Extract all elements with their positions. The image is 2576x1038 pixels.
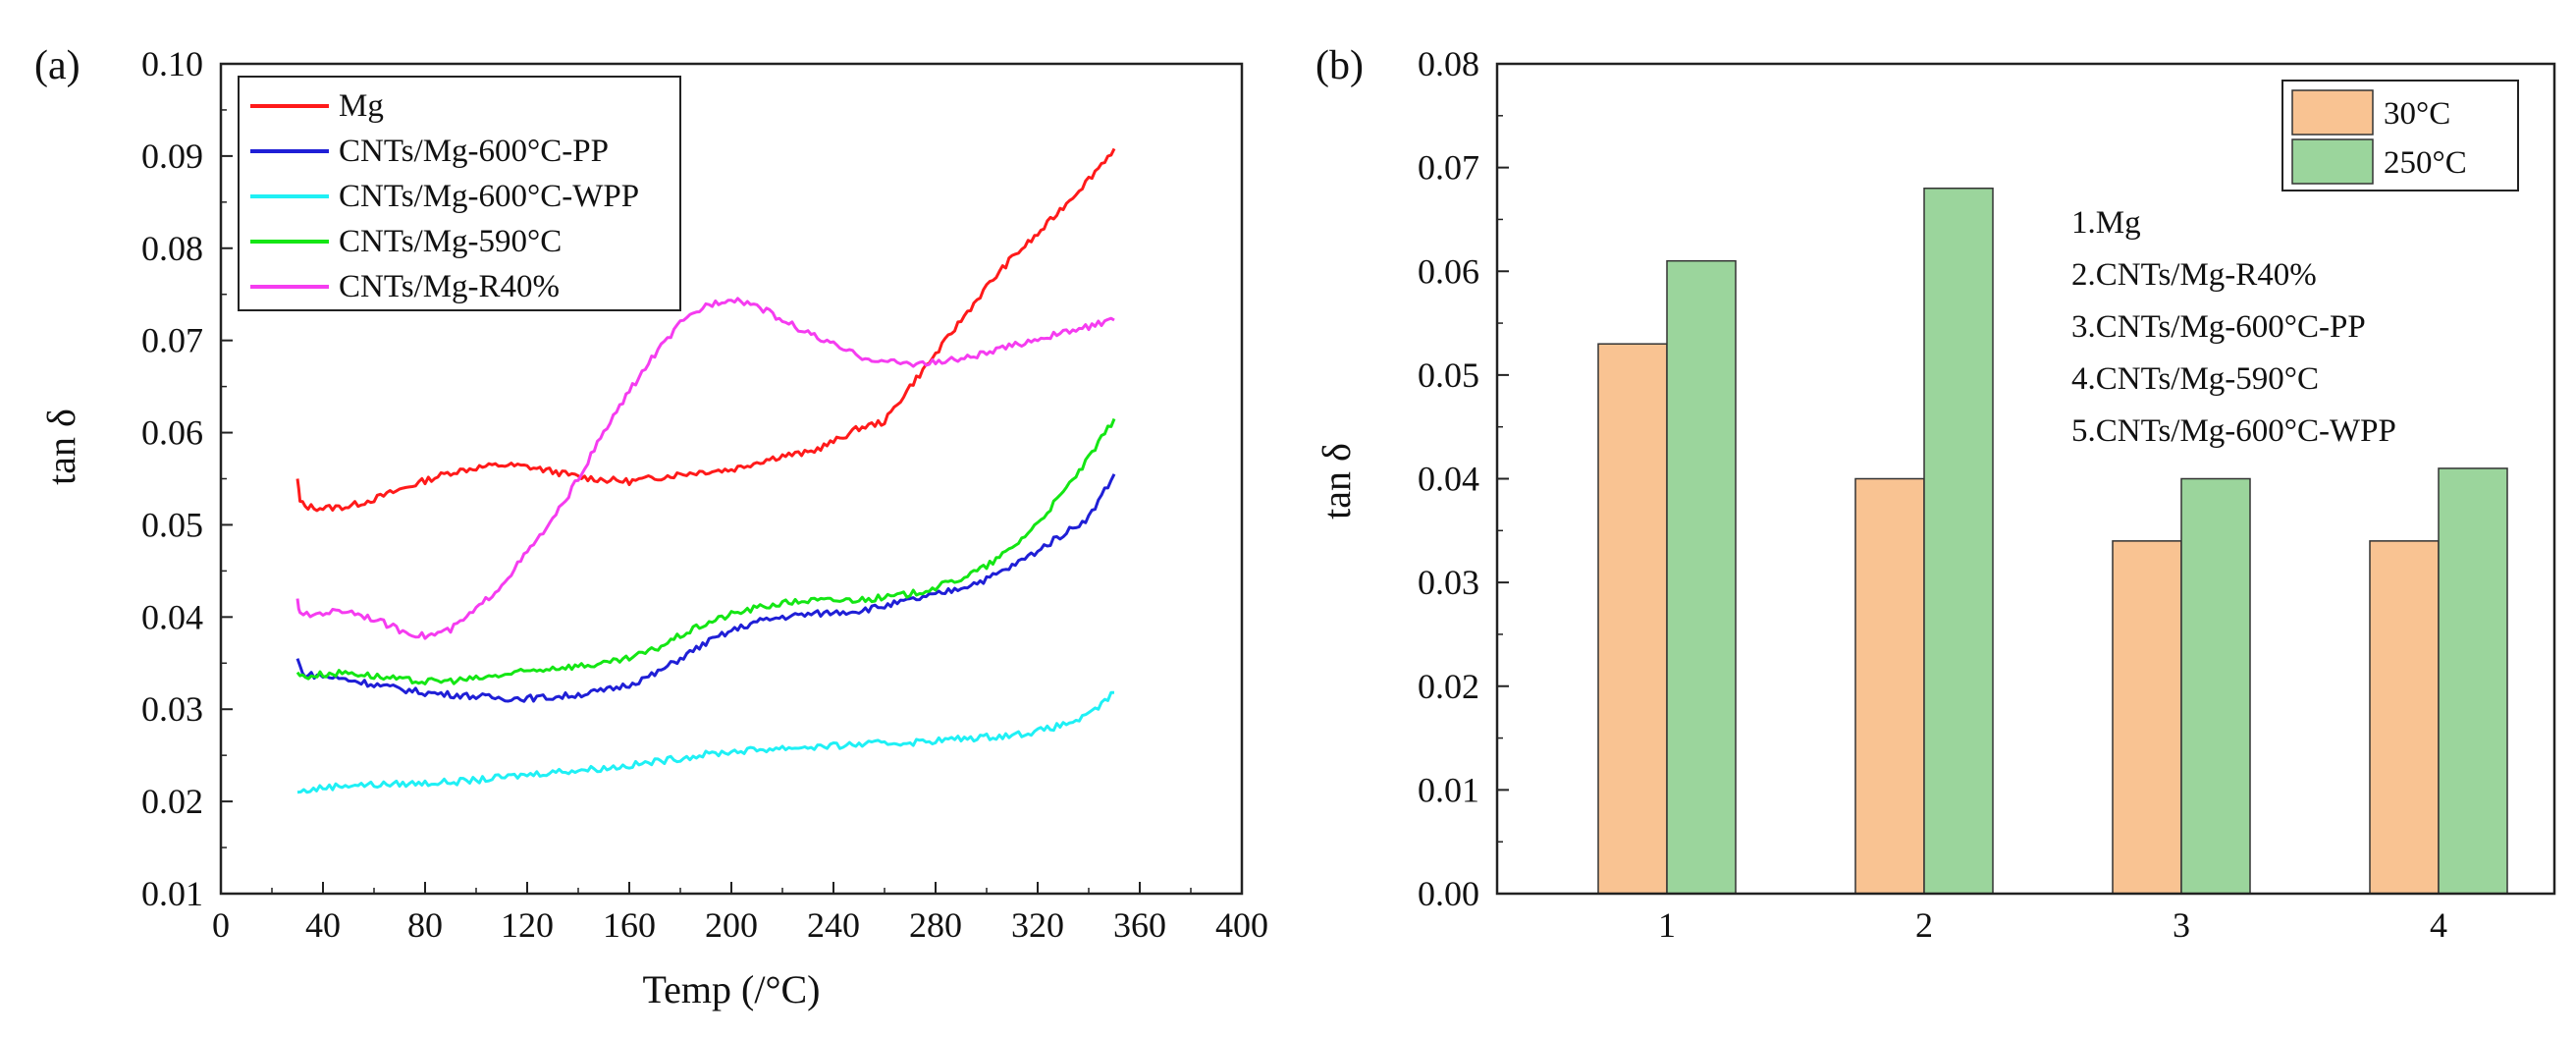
y-tick-label: 0.04 [1418, 460, 1479, 499]
legend-label-pp: CNTs/Mg-600°C-PP [339, 134, 609, 169]
legend-label-r40: CNTs/Mg-R40% [339, 269, 560, 304]
panel-a-xlabel: Temp (/°C) [643, 967, 821, 1011]
x-tick-label: 240 [807, 905, 860, 945]
panel-b-y-tick-labels: 0.00 0.01 0.02 0.03 0.04 0.05 0.06 0.07 0.08 [1418, 44, 1479, 913]
panel-a-ylabel: tan δ [39, 409, 83, 485]
y-tick-label: 0.08 [1418, 44, 1479, 83]
panel-a: (a) tan δ Temp (/°C) 0 40 80 120 160 200 240 28… [34, 43, 1268, 1011]
series-line [295, 297, 1115, 640]
y-tick-label: 0.07 [1418, 148, 1479, 188]
y-tick-label: 0.05 [1418, 355, 1479, 395]
legend-label-mg: Mg [339, 88, 384, 124]
bar-250c [2438, 467, 2508, 895]
panel-a-x-tick-labels: 0 40 80 120 160 200 240 280 320 360 400 [212, 905, 1268, 945]
x-tick-label: 40 [305, 905, 341, 945]
panel-b-bars [1597, 188, 2508, 895]
bar-30c [2112, 540, 2182, 895]
x-tick-label: 3 [2173, 905, 2190, 945]
annotation-1: 1.Mg [2071, 205, 2141, 241]
y-tick-label: 0.02 [1418, 667, 1479, 706]
x-tick-label: 4 [2430, 905, 2447, 945]
panel-a-label: (a) [34, 43, 80, 88]
panel-b: (b) tan δ 0.000.010.020.030.040.050.060.… [1315, 43, 2556, 945]
bar-250c [2180, 477, 2251, 895]
series-line [295, 417, 1116, 685]
y-tick-label: 0.01 [1418, 770, 1479, 809]
y-tick-label: 0.03 [141, 689, 203, 729]
legend-swatch-250c [2291, 138, 2374, 185]
legend-label-wpp: CNTs/Mg-600°C-WPP [339, 179, 639, 214]
y-tick-label: 0.08 [141, 229, 203, 268]
panel-b-x-tick-labels: 12345 [1658, 905, 2447, 945]
y-tick-label: 0.05 [141, 505, 203, 544]
panel-a-y-tick-labels: 0.01 0.02 0.03 0.04 0.05 0.06 0.07 0.08 0.09 0.10 [141, 44, 203, 913]
x-tick-label: 360 [1113, 905, 1166, 945]
panel-b-ylabel: tan δ [1315, 443, 1359, 519]
x-tick-label: 0 [212, 905, 230, 945]
legend-label-30c: 30°C [2384, 96, 2450, 132]
y-tick-label: 0.10 [141, 44, 203, 83]
annotation-4: 4.CNTs/Mg-590°C [2071, 361, 2319, 397]
panel-a-series-lines [295, 147, 1116, 794]
y-tick-label: 0.06 [1418, 251, 1479, 291]
x-tick-label: 120 [501, 905, 554, 945]
panel-b-legend: 30°C 250°C [2281, 80, 2519, 191]
y-tick-label: 0.02 [141, 782, 203, 821]
panel-b-annotations: 1.Mg 2.CNTs/Mg-R40% 3.CNTs/Mg-600°C-PP 4… [2071, 205, 2396, 449]
series-line [295, 473, 1116, 703]
y-tick-label: 0.03 [1418, 563, 1479, 602]
y-tick-label: 0.07 [141, 321, 203, 360]
y-tick-label: 0.01 [141, 874, 203, 913]
bar-250c [1923, 188, 1994, 895]
bar-30c [1854, 477, 1925, 895]
bar-30c [2369, 540, 2440, 895]
x-tick-label: 2 [1915, 905, 1933, 945]
panel-a-legend-box [238, 76, 681, 311]
y-tick-label: 0.06 [141, 413, 203, 453]
annotation-3: 3.CNTs/Mg-600°C-PP [2071, 309, 2366, 345]
x-tick-label: 80 [407, 905, 443, 945]
panel-b-label: (b) [1315, 43, 1364, 88]
legend-label-590: CNTs/Mg-590°C [339, 224, 562, 259]
annotation-5: 5.CNTs/Mg-600°C-WPP [2071, 413, 2396, 449]
x-tick-label: 320 [1011, 905, 1064, 945]
bar-250c [1666, 259, 1737, 895]
x-tick-label: 400 [1215, 905, 1268, 945]
x-tick-label: 1 [1658, 905, 1676, 945]
x-tick-label: 280 [909, 905, 962, 945]
x-tick-label: 160 [603, 905, 656, 945]
legend-label-250c: 250°C [2384, 145, 2467, 181]
series-line [295, 147, 1116, 513]
y-tick-label: 0.00 [1418, 874, 1479, 913]
panel-a-legend: Mg CNTs/Mg-600°C-PP CNTs/Mg-600°C-WPP CN… [238, 76, 681, 311]
y-tick-label: 0.09 [141, 137, 203, 176]
legend-swatch-30c [2291, 89, 2374, 136]
panel-a-plot-frame [219, 62, 1244, 896]
bar-30c [1597, 343, 1668, 895]
series-line [296, 690, 1115, 794]
annotation-2: 2.CNTs/Mg-R40% [2071, 257, 2317, 293]
y-tick-label: 0.04 [141, 597, 203, 636]
x-tick-label: 200 [705, 905, 758, 945]
panel-b-plot-frame [1495, 62, 2556, 896]
